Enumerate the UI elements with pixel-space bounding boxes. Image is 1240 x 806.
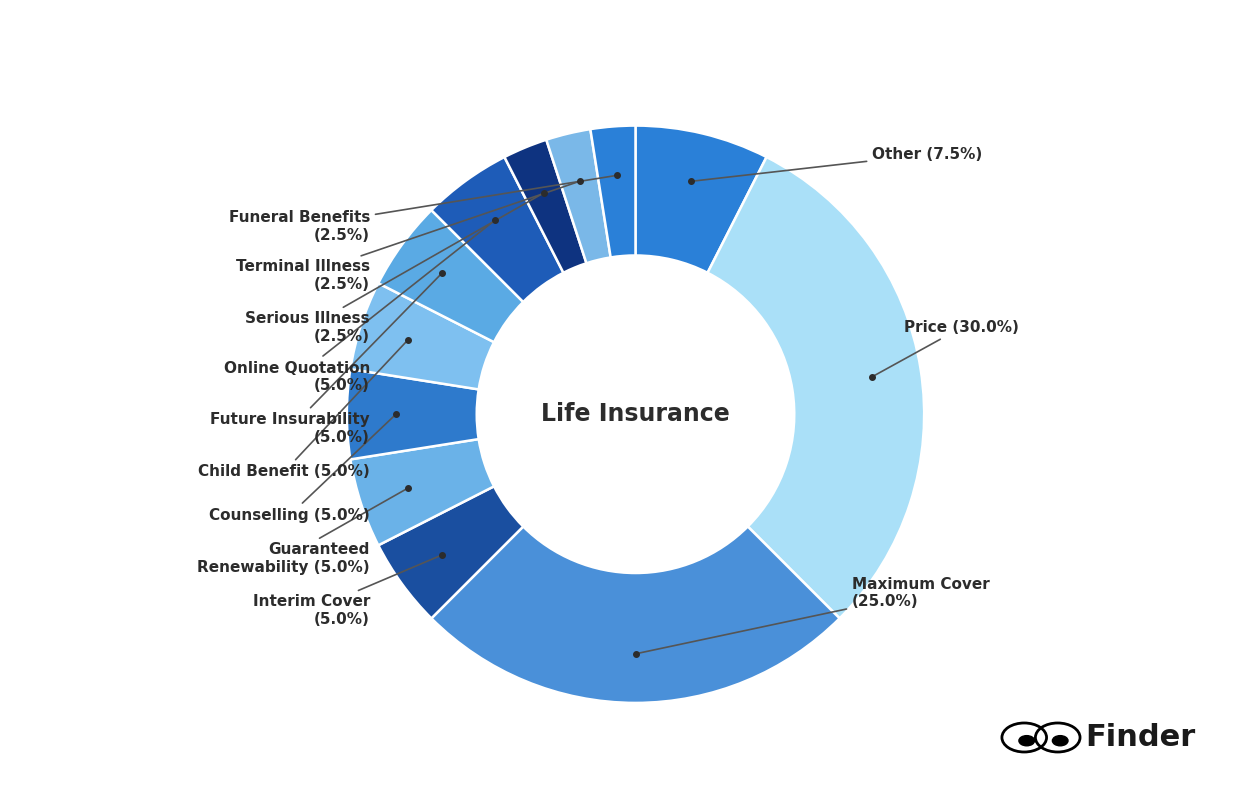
- Wedge shape: [351, 439, 494, 546]
- Wedge shape: [708, 157, 924, 618]
- Text: Serious Illness
(2.5%): Serious Illness (2.5%): [246, 194, 542, 344]
- Wedge shape: [432, 157, 563, 302]
- Wedge shape: [432, 526, 839, 703]
- Text: Child Benefit (5.0%): Child Benefit (5.0%): [198, 343, 405, 480]
- Wedge shape: [378, 486, 523, 618]
- Text: Interim Cover
(5.0%): Interim Cover (5.0%): [253, 556, 439, 627]
- Text: Counselling (5.0%): Counselling (5.0%): [210, 416, 394, 523]
- Text: Maximum Cover
(25.0%): Maximum Cover (25.0%): [639, 577, 990, 653]
- Text: Guaranteed
Renewability (5.0%): Guaranteed Renewability (5.0%): [197, 490, 405, 575]
- Wedge shape: [378, 210, 523, 343]
- Text: Price (30.0%): Price (30.0%): [874, 320, 1019, 376]
- Wedge shape: [347, 369, 479, 459]
- Text: Life Insurance: Life Insurance: [541, 402, 730, 426]
- Wedge shape: [547, 129, 610, 264]
- Text: Funeral Benefits
(2.5%): Funeral Benefits (2.5%): [228, 176, 614, 243]
- Circle shape: [1053, 736, 1068, 746]
- Text: Other (7.5%): Other (7.5%): [694, 147, 982, 181]
- Text: Online Quotation
(5.0%): Online Quotation (5.0%): [223, 222, 492, 393]
- Wedge shape: [590, 126, 636, 257]
- Circle shape: [1019, 736, 1034, 746]
- Wedge shape: [505, 139, 587, 272]
- Text: Terminal Illness
(2.5%): Terminal Illness (2.5%): [236, 182, 577, 292]
- Wedge shape: [635, 126, 766, 272]
- Text: Future Insurability
(5.0%): Future Insurability (5.0%): [211, 276, 440, 445]
- Wedge shape: [351, 283, 494, 389]
- Text: Finder: Finder: [1085, 723, 1195, 752]
